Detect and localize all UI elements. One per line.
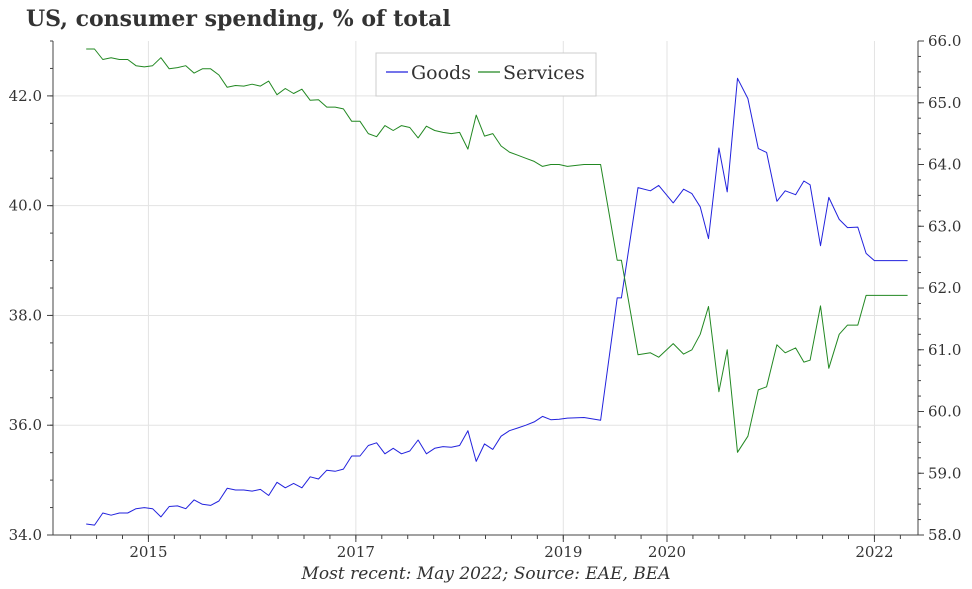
legend-label-services: Services xyxy=(503,62,585,84)
axes: 2015 2017 2019 2020 2022 34.0 36.0 38.0 40.0 42.0… xyxy=(9,32,962,561)
x-tick-label: 2015 xyxy=(129,543,167,561)
x-tick-label: 2020 xyxy=(648,543,686,561)
chart-title: US, consumer spending, % of total xyxy=(26,6,451,32)
series-line-goods xyxy=(86,77,908,526)
y-left-tick-label: 40.0 xyxy=(9,197,42,215)
y-left-tick-label: 34.0 xyxy=(9,526,42,544)
x-tick-label: 2019 xyxy=(544,543,582,561)
legend-box xyxy=(375,52,597,97)
grid-lines xyxy=(53,41,918,536)
series-lines xyxy=(86,48,908,526)
y-left-tick-label: 38.0 xyxy=(9,306,42,324)
y-right-tick-label: 64.0 xyxy=(928,156,961,174)
y-right-tick-label: 65.0 xyxy=(928,94,961,112)
legend-label-goods: Goods xyxy=(411,62,471,84)
legend: Goods Services xyxy=(375,52,597,97)
y-right-tick-label: 58.0 xyxy=(928,526,961,544)
y-right-tick-label: 60.0 xyxy=(928,403,961,421)
y-right-tick-label: 62.0 xyxy=(928,279,961,297)
y-left-tick-label: 42.0 xyxy=(9,87,42,105)
x-tick-label: 2022 xyxy=(855,543,893,561)
y-left-tick-label: 36.0 xyxy=(9,416,42,434)
series-line-services xyxy=(86,48,908,453)
y-right-tick-label: 66.0 xyxy=(928,32,961,50)
y-right-tick-label: 61.0 xyxy=(928,341,961,359)
y-right-tick-label: 63.0 xyxy=(928,217,961,235)
x-tick-label: 2017 xyxy=(337,543,375,561)
chart-footnote: Most recent: May 2022; Source: EAE, BEA xyxy=(301,564,671,584)
y-right-tick-label: 59.0 xyxy=(928,464,961,482)
